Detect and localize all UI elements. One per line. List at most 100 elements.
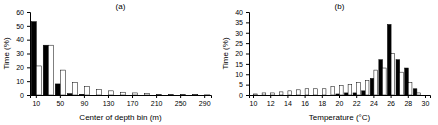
- x-tick-label: 10: [250, 100, 258, 107]
- x-tick: [253, 95, 254, 98]
- y-tick-label: 50: [16, 23, 24, 30]
- bar: [151, 95, 156, 96]
- bar: [84, 87, 89, 95]
- x-tick: [108, 95, 109, 98]
- x-tick-group: 170: [127, 95, 139, 107]
- bar: [271, 93, 275, 95]
- bar: [365, 80, 369, 95]
- bar: [357, 83, 361, 95]
- y-axis-line: [27, 13, 31, 96]
- x-title: Center of depth bin (m): [79, 113, 162, 122]
- bar: [267, 95, 271, 96]
- bar: [91, 95, 96, 96]
- bar: [422, 95, 426, 96]
- y-tick-label: 10: [235, 71, 243, 78]
- y-tick-label: 20: [16, 64, 24, 71]
- bar: [322, 89, 326, 95]
- y-tick-group: 30: [235, 29, 249, 36]
- bars: [254, 24, 421, 95]
- bar: [108, 91, 113, 95]
- y-tick: [27, 40, 30, 41]
- y-tick-label: 25: [235, 40, 243, 47]
- x-tick: [132, 95, 133, 98]
- x-tick-group: 90: [81, 95, 89, 107]
- bar: [413, 89, 417, 95]
- x-tick-label: 22: [353, 100, 361, 107]
- bar: [336, 94, 340, 95]
- bar: [425, 95, 429, 96]
- x-tick: [425, 95, 426, 98]
- bar: [43, 45, 48, 95]
- x-tick-group: 16: [301, 95, 309, 107]
- x-tick-label: 12: [267, 100, 275, 107]
- y-tick-group: 30: [16, 50, 30, 57]
- bar: [121, 92, 126, 95]
- x-tick-label: 24: [370, 100, 378, 107]
- bar: [193, 94, 198, 95]
- x-tick-label: 18: [318, 100, 326, 107]
- y-tick-group: 0: [239, 92, 249, 99]
- bar: [348, 85, 352, 95]
- x-tick-label: 20: [336, 100, 344, 107]
- bar: [67, 94, 72, 95]
- x-tick: [408, 95, 409, 98]
- y-tick-group: 40: [16, 36, 30, 43]
- bar: [145, 94, 150, 95]
- x-tick: [322, 95, 323, 98]
- x-tick: [84, 95, 85, 98]
- x-tick-group: 250: [175, 95, 187, 107]
- bar: [254, 94, 258, 95]
- x-tick-label: 50: [56, 100, 64, 107]
- x-tick-group: 20: [336, 95, 344, 107]
- y-tick-group: 25: [235, 40, 249, 47]
- y-title: Time (%): [2, 37, 11, 69]
- bar: [391, 54, 395, 96]
- bars: [31, 22, 210, 95]
- x-axis: 105090130170210250290: [31, 95, 212, 107]
- y-tick-label: 10: [16, 78, 24, 85]
- bar: [60, 70, 65, 95]
- x-tick-group: 210: [151, 95, 163, 107]
- x-tick: [373, 95, 374, 98]
- bar: [379, 60, 383, 95]
- x-tick-group: 10: [32, 95, 40, 107]
- y-tick-group: 50: [16, 23, 30, 30]
- y-tick-label: 0: [20, 92, 24, 99]
- y-tick-label: 0: [239, 92, 243, 99]
- x-tick: [339, 95, 340, 98]
- bar: [181, 94, 186, 95]
- x-tick: [204, 95, 205, 98]
- bar: [405, 68, 409, 95]
- bar: [331, 87, 335, 95]
- x-tick: [270, 95, 271, 98]
- x-tick-label: 26: [387, 100, 395, 107]
- y-tick-label: 40: [16, 36, 24, 43]
- y-tick: [27, 81, 30, 82]
- bar: [115, 95, 120, 96]
- bar: [293, 95, 297, 96]
- x-tick-group: 22: [353, 95, 361, 107]
- bar: [327, 95, 331, 96]
- x-tick-group: 18: [318, 95, 326, 107]
- y-tick-label: 60: [16, 9, 24, 16]
- x-tick-label: 210: [151, 100, 163, 107]
- x-tick-label: 90: [81, 100, 89, 107]
- bar: [276, 95, 280, 96]
- bar: [297, 90, 301, 95]
- bar: [301, 95, 305, 96]
- y-tick-label: 30: [16, 50, 24, 57]
- x-tick-label: 28: [404, 100, 412, 107]
- x-tick-group: 290: [199, 95, 211, 107]
- bar: [205, 94, 210, 95]
- bar: [127, 95, 132, 96]
- x-axis: 1012141618202224262830: [250, 95, 431, 107]
- bar: [48, 45, 53, 95]
- x-tick-label: 14: [284, 100, 292, 107]
- y-tick-group: 10: [235, 71, 249, 78]
- bar: [362, 91, 366, 95]
- y-tick-label: 15: [235, 61, 243, 68]
- bar: [310, 95, 314, 96]
- bar: [370, 78, 374, 95]
- bar: [284, 95, 288, 96]
- y-tick-label: 35: [235, 19, 243, 26]
